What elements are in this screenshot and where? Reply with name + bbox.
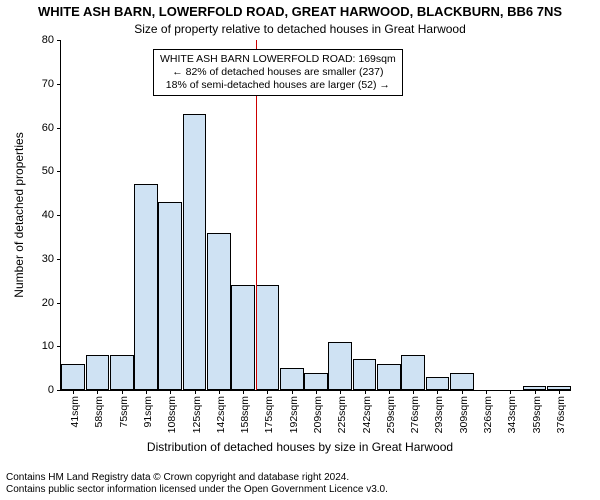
x-tick-label: 259sqm [385, 396, 397, 433]
chart-container: WHITE ASH BARN, LOWERFOLD ROAD, GREAT HA… [0, 0, 600, 500]
plot-area: 41sqm58sqm75sqm91sqm108sqm125sqm142sqm15… [60, 40, 571, 391]
histogram-bar [377, 364, 401, 390]
x-tick-mark [146, 390, 147, 394]
y-tick-label: 20 [24, 297, 54, 309]
x-tick-mark [292, 390, 293, 394]
x-tick-mark [365, 390, 366, 394]
y-tick-mark [57, 346, 61, 347]
x-tick-label: 108sqm [166, 396, 178, 433]
x-tick-label: 326sqm [482, 396, 494, 433]
x-tick-mark [316, 390, 317, 394]
y-tick-mark [57, 171, 61, 172]
x-tick-label: 192sqm [288, 396, 300, 433]
x-tick-mark [559, 390, 560, 394]
x-tick-label: 142sqm [215, 396, 227, 433]
x-tick-mark [122, 390, 123, 394]
chart-subtitle: Size of property relative to detached ho… [0, 22, 600, 36]
x-tick-label: 225sqm [336, 396, 348, 433]
annotation-line: WHITE ASH BARN LOWERFOLD ROAD: 169sqm [160, 53, 396, 66]
histogram-bar [158, 202, 182, 390]
x-tick-label: 276sqm [409, 396, 421, 433]
y-tick-mark [57, 40, 61, 41]
x-tick-mark [437, 390, 438, 394]
x-tick-mark [170, 390, 171, 394]
x-tick-mark [195, 390, 196, 394]
y-tick-mark [57, 390, 61, 391]
histogram-bar [256, 285, 280, 390]
annotation-line: 18% of semi-detached houses are larger (… [160, 79, 396, 92]
x-tick-mark [267, 390, 268, 394]
x-tick-mark [243, 390, 244, 394]
y-tick-label: 60 [24, 122, 54, 134]
y-tick-mark [57, 215, 61, 216]
annotation-box: WHITE ASH BARN LOWERFOLD ROAD: 169sqm← 8… [153, 49, 403, 96]
x-tick-mark [486, 390, 487, 394]
y-tick-label: 80 [24, 34, 54, 46]
x-tick-label: 359sqm [531, 396, 543, 433]
y-tick-label: 40 [24, 209, 54, 221]
x-tick-label: 158sqm [239, 396, 251, 433]
footer-attribution: Contains HM Land Registry data © Crown c… [0, 472, 388, 496]
y-tick-mark [57, 303, 61, 304]
y-tick-mark [57, 128, 61, 129]
footer-line-1: Contains HM Land Registry data © Crown c… [6, 472, 388, 484]
x-tick-label: 75sqm [118, 396, 130, 428]
x-tick-mark [219, 390, 220, 394]
x-tick-label: 376sqm [555, 396, 567, 433]
y-tick-label: 10 [24, 340, 54, 352]
x-tick-label: 175sqm [263, 396, 275, 433]
y-tick-label: 50 [24, 165, 54, 177]
x-tick-label: 41sqm [69, 396, 81, 428]
y-tick-mark [57, 259, 61, 260]
x-tick-label: 58sqm [93, 396, 105, 428]
x-tick-mark [97, 390, 98, 394]
x-tick-mark [413, 390, 414, 394]
y-tick-label: 30 [24, 253, 54, 265]
y-tick-label: 70 [24, 78, 54, 90]
x-tick-label: 209sqm [312, 396, 324, 433]
x-tick-label: 125sqm [191, 396, 203, 433]
histogram-bar [426, 377, 450, 390]
histogram-bar [353, 359, 377, 390]
histogram-bar [86, 355, 110, 390]
histogram-bar [110, 355, 134, 390]
histogram-bar [134, 184, 158, 390]
histogram-bar [304, 373, 328, 391]
x-tick-label: 242sqm [361, 396, 373, 433]
x-tick-label: 309sqm [458, 396, 470, 433]
x-tick-mark [389, 390, 390, 394]
x-tick-mark [535, 390, 536, 394]
x-axis-label: Distribution of detached houses by size … [0, 440, 600, 454]
footer-line-2: Contains public sector information licen… [6, 484, 388, 496]
histogram-bar [207, 233, 231, 391]
histogram-bar [183, 114, 207, 390]
x-tick-label: 293sqm [433, 396, 445, 433]
x-tick-label: 343sqm [506, 396, 518, 433]
histogram-bar [401, 355, 425, 390]
histogram-bar [61, 364, 85, 390]
y-tick-label: 0 [24, 384, 54, 396]
histogram-bar [328, 342, 352, 390]
histogram-bar [280, 368, 304, 390]
x-tick-mark [462, 390, 463, 394]
x-tick-label: 91sqm [142, 396, 154, 428]
x-tick-mark [73, 390, 74, 394]
y-tick-mark [57, 84, 61, 85]
histogram-bar [450, 373, 474, 391]
x-tick-mark [510, 390, 511, 394]
x-tick-mark [340, 390, 341, 394]
chart-title: WHITE ASH BARN, LOWERFOLD ROAD, GREAT HA… [0, 4, 600, 19]
annotation-line: ← 82% of detached houses are smaller (23… [160, 66, 396, 79]
histogram-bar [231, 285, 255, 390]
